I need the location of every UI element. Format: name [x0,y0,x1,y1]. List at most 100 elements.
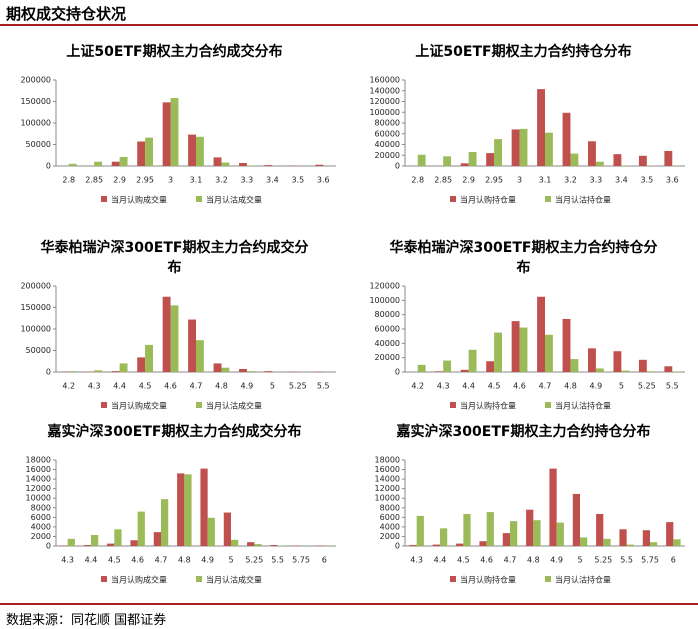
legend-swatch [450,402,456,408]
y-tick-label: 8000 [380,503,400,512]
x-tick-label: 2.8 [62,176,75,185]
x-tick-label: 5.25 [638,382,656,391]
y-tick-label: 2000 [31,532,51,541]
bar [502,533,510,546]
bar [613,154,622,166]
x-tick-label: 4.9 [201,556,214,565]
bar [417,364,426,372]
bar [83,545,91,546]
bar [486,361,495,372]
x-tick-label: 3.1 [190,176,203,185]
legend-swatch [545,196,551,202]
x-tick-label: 4.5 [139,382,152,391]
x-tick-label: 5.25 [245,556,263,565]
bar [519,327,528,372]
bar [494,139,502,166]
bar [562,318,571,372]
x-tick-label: 5.25 [289,382,307,391]
y-tick-label: 80000 [375,310,400,319]
x-tick-label: 4.6 [131,556,144,565]
bar [572,493,580,546]
x-tick-label: 2.95 [136,176,154,185]
legend-swatch [545,402,551,408]
bar [666,522,674,546]
chart-title: 上证50ETF期权主力合约成交分布 [66,44,283,60]
y-tick-label: 12000 [26,484,51,493]
bar [479,541,487,546]
x-tick-label: 4.6 [480,556,493,565]
x-tick-label: 5 [228,556,233,565]
legend-label: 当月认沽成交量 [206,195,262,205]
y-tick-label: 100000 [369,296,400,305]
y-tick-label: 100000 [20,325,51,334]
bar [432,544,440,546]
x-tick-label: 4.4 [462,382,475,391]
x-tick-label: 4.9 [550,556,563,565]
chart-panel: 嘉实沪深300ETF期权主力合约成交分布 0 2000 4000 6000 8000 100… [0,410,349,594]
y-tick-label: 0 [395,542,400,551]
bar [570,153,579,166]
legend-label: 当月认购成交量 [111,575,167,585]
chart: 0 50000 100000 150000 200000 4.2 4.3 4.4 4.5 4.6 4… [20,282,336,411]
x-tick-label: 4.4 [113,382,126,391]
chart-title: 上证50ETF期权主力合约持仓分布 [415,44,632,60]
x-tick-label: 4.3 [61,556,74,565]
y-tick-label: 12000 [375,484,400,493]
y-tick-label: 0 [395,368,400,377]
bar [443,156,452,166]
x-tick-label: 4.7 [190,382,203,391]
x-tick-label: 4.3 [410,556,423,565]
y-tick-label: 160000 [369,76,400,85]
x-tick-label: 3 [168,176,173,185]
legend-label: 当月认购持仓量 [460,401,516,411]
x-tick-label: 3 [517,176,522,185]
bar [239,368,247,372]
bar [549,468,557,546]
chart-panel: 上证50ETF期权主力合约成交分布 0 50000 100000 150000 20000… [0,30,349,214]
bar [460,369,469,372]
bar [137,511,145,546]
y-tick-label: 50000 [26,140,51,149]
chart: 0 50000 100000 150000 200000 2.8 2.85 2.9 2.95 3 3… [20,76,336,205]
bar [107,543,115,546]
y-tick-label: 16000 [26,465,51,474]
x-tick-label: 6 [322,556,327,565]
legend-swatch [196,196,202,202]
y-tick-label: 6000 [31,513,51,522]
bar [664,150,673,166]
bar [119,156,128,166]
x-tick-label: 2.85 [434,176,452,185]
y-tick-label: 100000 [20,119,51,128]
x-tick-label: 5.5 [317,382,330,391]
bar [443,360,452,372]
chart-title: 嘉实沪深300ETF期权主力合约持仓分布 [396,424,651,440]
y-tick-label: 10000 [375,494,400,503]
bar [162,102,171,166]
x-tick-label: 4.3 [437,382,450,391]
bar [213,363,222,372]
y-tick-label: 100000 [369,108,400,117]
legend-swatch [196,402,202,408]
bar [416,515,424,546]
x-tick-label: 5.75 [641,556,659,565]
bar [315,164,324,166]
x-tick-label: 5 [577,556,582,565]
bar [570,359,579,372]
x-tick-label: 4.7 [155,556,168,565]
bar [94,161,103,166]
bar [613,351,622,372]
y-tick-label: 16000 [375,465,400,474]
legend-label: 当月认沽持仓量 [555,575,611,585]
x-tick-label: 2.8 [411,176,424,185]
bar [247,542,255,546]
bar [231,539,239,546]
bar [188,319,196,372]
x-tick-label: 4.5 [488,382,501,391]
bar [519,128,528,166]
bar [239,162,247,166]
bar [264,165,273,166]
x-tick-label: 4.2 [62,382,75,391]
bar [596,513,604,546]
x-tick-label: 5 [619,382,624,391]
bar [588,141,596,166]
